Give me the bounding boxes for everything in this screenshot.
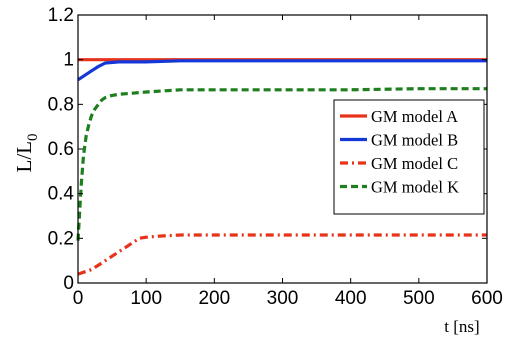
y-tick-label: 1.2 bbox=[48, 5, 74, 26]
y-tick-label: 0 bbox=[63, 273, 74, 294]
y-tick-label: 0.8 bbox=[48, 94, 74, 115]
x-tick-label: 200 bbox=[198, 288, 230, 309]
legend-entry-1: GM model A bbox=[371, 107, 458, 126]
y-tick-label: 0.4 bbox=[48, 184, 75, 205]
svg-text:L/L0: L/L0 bbox=[12, 134, 41, 173]
legend-entry-2: GM model B bbox=[371, 131, 458, 150]
y-tick-label: 0.6 bbox=[48, 139, 74, 160]
y-tick-label: 0.2 bbox=[48, 228, 74, 249]
x-tick-label: 400 bbox=[335, 288, 367, 309]
tick-labels-group: 0 100 200 300 400 500 600 0 0.2 0.4 0.6 0.8 1 1.2 bbox=[48, 5, 503, 309]
x-tick-label: 300 bbox=[267, 288, 299, 309]
x-tick-label: 100 bbox=[130, 288, 162, 309]
x-tick-label: 0 bbox=[73, 288, 84, 309]
legend-entry-3: GM model C bbox=[371, 154, 458, 173]
series-line-4 bbox=[76, 87, 487, 241]
legend: GM model A GM model B GM model C GM model K bbox=[333, 99, 485, 215]
series-line-2 bbox=[77, 59, 487, 82]
y-tick-label: 1 bbox=[63, 50, 74, 71]
plot-series-group bbox=[76, 58, 487, 276]
x-tick-label: 600 bbox=[471, 288, 503, 309]
y-axis-label-main: L/L bbox=[12, 141, 36, 173]
y-axis-label: L/L0 bbox=[12, 134, 41, 173]
legend-entry-4: GM model K bbox=[371, 178, 459, 197]
legend-box bbox=[333, 99, 485, 215]
x-axis-label: t [ns] bbox=[444, 317, 479, 336]
x-tick-label: 500 bbox=[403, 288, 435, 309]
series-line-3 bbox=[77, 233, 487, 276]
y-axis-label-subscript: 0 bbox=[25, 134, 41, 142]
